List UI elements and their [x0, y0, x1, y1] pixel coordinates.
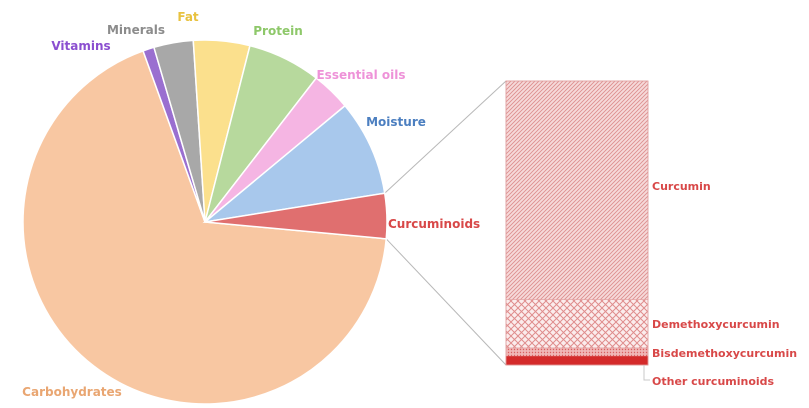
bar-segment-curcumin — [505, 80, 649, 300]
pie-label-carbohydrates: Carbohydrates — [22, 385, 122, 399]
bar-labels: Curcumin Demethoxycurcumin Bisdemethoxycur… — [643, 180, 797, 388]
stacked-bar-chart — [505, 80, 649, 366]
bar-segment-other-curcuminoids — [505, 356, 649, 366]
pie-label-protein: Protein — [253, 24, 303, 38]
pie-label-fat: Fat — [177, 10, 199, 24]
pie-slice-curcuminoids — [204, 192, 388, 240]
bar-label-other-curcuminoids: Other curcuminoids — [652, 375, 775, 388]
bar-label-bisdemethoxycurcumin: Bisdemethoxycurcumin — [652, 347, 797, 360]
leader-line-other-curcuminoids — [643, 365, 650, 381]
bar-label-curcumin: Curcumin — [652, 180, 711, 193]
connector-line-top — [384, 80, 507, 194]
connector-lines — [384, 80, 507, 366]
pie-slice-moisture — [202, 104, 386, 224]
pie-label-curcuminoids: Curcuminoids — [388, 217, 480, 231]
pie-label-vitamins: Vitamins — [51, 39, 110, 53]
bar-segment-demethoxycurcumin — [505, 299, 649, 349]
bar-outline — [505, 80, 649, 366]
bar-label-demethoxycurcumin: Demethoxycurcumin — [652, 318, 780, 331]
pie-label-essential-oils: Essential oils — [316, 68, 405, 82]
connector-line-bottom — [385, 238, 507, 366]
pie-labels: Carbohydrates Vitamins Minerals Fat Protein E… — [22, 10, 480, 399]
pie-slice-carbohydrates — [22, 49, 388, 405]
pie-label-moisture: Moisture — [366, 115, 426, 129]
bar-segment-bisdemethoxycurcumin — [505, 347, 649, 357]
pie-label-minerals: Minerals — [107, 23, 165, 37]
pie-chart — [22, 39, 388, 405]
